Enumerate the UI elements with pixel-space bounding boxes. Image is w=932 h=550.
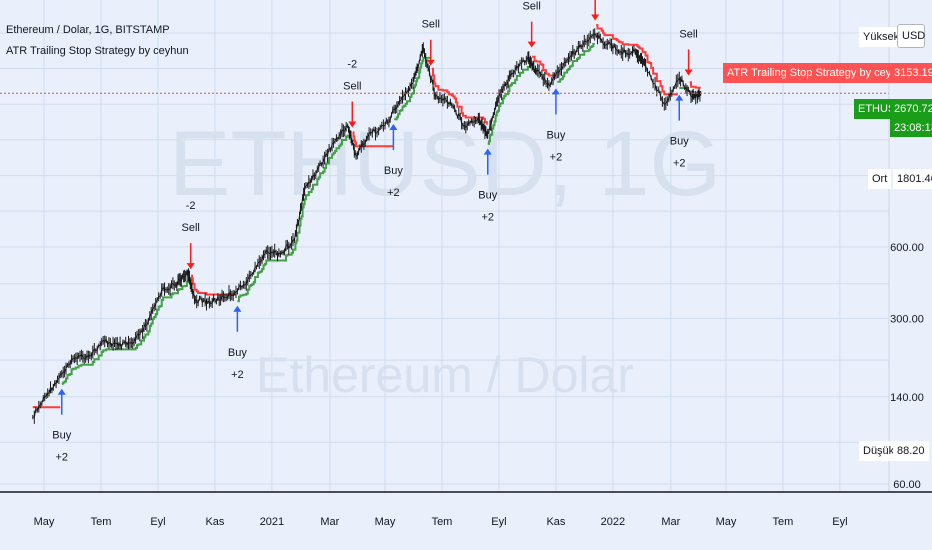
time-tick-label: Kas bbox=[205, 516, 224, 528]
time-tick-label: 2022 bbox=[601, 516, 625, 528]
buy-qty: +2 bbox=[481, 212, 494, 224]
strategy-signals: Buy +2 Sell -2 Buy +2 Sell -2 Buy +2 Sell Buy +2 Sell… bbox=[52, 0, 698, 464]
time-tick-label: Tem bbox=[773, 516, 794, 528]
buy-arrow-icon bbox=[675, 94, 684, 101]
currency-button[interactable]: USD bbox=[897, 24, 925, 48]
sell-signal[interactable]: Sell bbox=[522, 1, 541, 48]
sell-signal[interactable]: Sell bbox=[679, 28, 698, 76]
buy-arrow-icon bbox=[233, 305, 242, 312]
buy-label: Buy bbox=[384, 165, 403, 177]
high-label: Yüksek bbox=[859, 27, 904, 47]
buy-label: Buy bbox=[546, 129, 565, 141]
time-tick-label: Tem bbox=[432, 516, 453, 528]
sell-arrow-icon bbox=[186, 263, 195, 270]
low-label: Düşük bbox=[859, 441, 899, 461]
trail-down-segment bbox=[532, 55, 556, 77]
buy-signal[interactable]: Buy +2 bbox=[228, 305, 247, 381]
buy-qty: +2 bbox=[55, 452, 68, 464]
sell-signal[interactable] bbox=[591, 0, 600, 21]
sell-qty: -2 bbox=[186, 200, 196, 212]
price-tick-label: 600.00 bbox=[890, 242, 924, 254]
time-axis-bg bbox=[0, 492, 932, 550]
buy-signal[interactable]: Buy +2 bbox=[546, 88, 566, 163]
watermark-name: Ethereum / Dolar bbox=[256, 347, 634, 403]
grid bbox=[0, 0, 889, 492]
sell-signal[interactable]: Sell -2 bbox=[343, 59, 361, 128]
trail-down-segment bbox=[689, 81, 701, 89]
chart-header: Ethereum / Dolar, 1G, BITSTAMP ATR Trail… bbox=[6, 20, 189, 62]
buy-signal[interactable]: Buy +2 bbox=[384, 123, 403, 199]
average-label: Ort bbox=[868, 169, 892, 189]
sell-arrow-icon bbox=[426, 59, 435, 66]
symbol-title: Ethereum / Dolar, 1G, BITSTAMP bbox=[6, 24, 170, 36]
sell-label: Sell bbox=[343, 81, 361, 93]
trail-up-segment bbox=[237, 134, 352, 303]
strategy-trail-label: ATR Trailing Stop Strategy by ceyhun:Slo… bbox=[723, 63, 932, 83]
sell-label: Sell bbox=[181, 222, 199, 234]
last-price-badge: 2670.72 bbox=[890, 99, 932, 119]
buy-label: Buy bbox=[228, 347, 247, 359]
low-value: 88.20 bbox=[893, 441, 929, 461]
time-tick-label: May bbox=[34, 516, 55, 528]
time-tick-label: Kas bbox=[546, 516, 565, 528]
buy-label: Buy bbox=[478, 190, 497, 202]
buy-label: Buy bbox=[52, 430, 71, 442]
time-tick-label: Mar bbox=[320, 516, 339, 528]
trail-up-segment bbox=[61, 281, 191, 385]
sell-label: Sell bbox=[522, 1, 540, 13]
time-tick-label: May bbox=[375, 516, 396, 528]
buy-qty: +2 bbox=[550, 151, 563, 163]
buy-signal[interactable]: Buy +2 bbox=[670, 94, 689, 170]
price-tick-label: 300.00 bbox=[890, 313, 924, 325]
sell-qty: -2 bbox=[347, 59, 357, 71]
price-line bbox=[32, 33, 702, 418]
time-tick-label: Tem bbox=[91, 516, 112, 528]
buy-arrow-icon bbox=[551, 88, 560, 95]
buy-qty: +2 bbox=[231, 369, 244, 381]
time-axis[interactable]: May Tem Eyl Kas 2021 Mar May Tem Eyl Kas 2022 Mar Ma… bbox=[0, 491, 932, 550]
buy-qty: +2 bbox=[387, 187, 400, 199]
price-tick-label: 60.00 bbox=[893, 479, 921, 491]
watermark: ETHUSD, 1G Ethereum / Dolar bbox=[169, 113, 721, 403]
buy-arrow-icon bbox=[483, 148, 492, 155]
sell-signal[interactable]: Sell bbox=[422, 19, 440, 66]
time-tick-label: Mar bbox=[661, 516, 680, 528]
strategy-title: ATR Trailing Stop Strategy by ceyhun bbox=[6, 45, 189, 57]
buy-qty: +2 bbox=[673, 158, 686, 170]
time-tick-label: Eyl bbox=[832, 516, 847, 528]
trail-down-segment bbox=[431, 67, 488, 125]
time-tick-label: May bbox=[716, 516, 737, 528]
time-tick-label: Eyl bbox=[150, 516, 165, 528]
buy-signal[interactable]: Buy +2 bbox=[478, 148, 498, 224]
price-tick-label: 140.00 bbox=[890, 392, 924, 404]
countdown-badge: 23:08:13 bbox=[890, 119, 932, 137]
trail-down-segment bbox=[352, 131, 393, 148]
buy-arrow-icon bbox=[389, 123, 398, 130]
sell-label: Sell bbox=[679, 28, 697, 40]
price-bars bbox=[32, 28, 702, 424]
watermark-ticker: ETHUSD, 1G bbox=[169, 113, 721, 215]
time-tick-label: 2021 bbox=[260, 516, 284, 528]
buy-label: Buy bbox=[670, 136, 689, 148]
sell-arrow-icon bbox=[684, 69, 693, 76]
trail-up-segment bbox=[487, 66, 532, 145]
sell-arrow-icon bbox=[591, 14, 600, 21]
buy-signal[interactable]: Buy +2 bbox=[52, 388, 72, 464]
price-scale[interactable]: 60.00 140.00 300.00 600.00 bbox=[888, 0, 924, 492]
trail-down-segment bbox=[596, 24, 678, 96]
sell-label: Sell bbox=[422, 19, 440, 31]
buy-arrow-icon bbox=[57, 388, 66, 395]
trail-up-segment bbox=[557, 43, 595, 83]
average-value: 1801.46 bbox=[893, 169, 932, 189]
time-tick-label: Eyl bbox=[491, 516, 506, 528]
sell-arrow-icon bbox=[527, 41, 536, 48]
trail-up-segment bbox=[394, 56, 431, 121]
sell-arrow-icon bbox=[348, 121, 357, 128]
high-value-badge: 3153.19 bbox=[890, 63, 932, 83]
sell-signal[interactable]: Sell -2 bbox=[181, 200, 200, 270]
